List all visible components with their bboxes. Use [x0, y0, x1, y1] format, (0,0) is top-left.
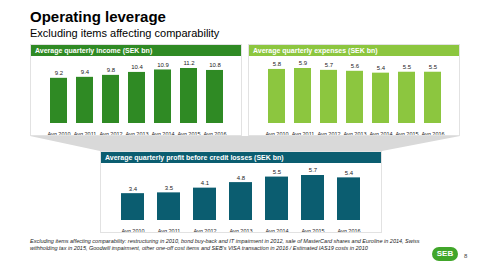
- html-text:Excluding items affecting comp: Excluding items affecting comparability: [30, 27, 220, 39]
- svg-text:Avg 2016: Avg 2016: [421, 131, 444, 135]
- svg-text:10.8: 10.8: [209, 62, 221, 68]
- svg-text:10.4: 10.4: [131, 64, 143, 70]
- svg-text:Avg 2016: Avg 2016: [203, 131, 226, 135]
- svg-text:3.5: 3.5: [165, 185, 174, 191]
- svg-text:Avg 2010: Avg 2010: [265, 131, 288, 135]
- svg-text:Avg 2013: Avg 2013: [125, 131, 148, 135]
- svg-text:5.4: 5.4: [345, 170, 354, 176]
- svg-text:5.5: 5.5: [273, 169, 282, 175]
- svg-text:Avg 2015: Avg 2015: [395, 131, 418, 135]
- svg-text:4.8: 4.8: [237, 175, 246, 181]
- html-text:Average quarterly income (SEK: Average quarterly income (SEK bn): [35, 47, 153, 54]
- svg-text:9.2: 9.2: [55, 70, 64, 76]
- html-text:Operating leverage: Operating leverage: [30, 8, 166, 25]
- svg-text:5.9: 5.9: [299, 60, 308, 66]
- svg-text:5.5: 5.5: [403, 64, 412, 70]
- svg-text:9.8: 9.8: [107, 67, 116, 73]
- html-text:Excluding items affecting comp: Excluding items affecting comparability:…: [30, 238, 420, 251]
- svg-text:5.7: 5.7: [309, 167, 318, 173]
- svg-text:5.6: 5.6: [351, 63, 360, 69]
- svg-text:Avg 2014: Avg 2014: [369, 131, 392, 135]
- svg-text:5.5: 5.5: [429, 64, 438, 70]
- svg-text:Avg 2011: Avg 2011: [292, 131, 315, 135]
- svg-text:Avg 2010: Avg 2010: [121, 228, 144, 232]
- svg-text:4.1: 4.1: [201, 180, 210, 186]
- html-text:Average quarterly expenses (SE: Average quarterly expenses (SEK bn): [253, 47, 378, 54]
- svg-text:5.8: 5.8: [273, 61, 282, 67]
- svg-text:Avg 2013: Avg 2013: [229, 228, 252, 232]
- svg-text:5.4: 5.4: [377, 65, 386, 71]
- html-text:8: 8: [464, 253, 468, 259]
- svg-text:10.9: 10.9: [157, 62, 169, 68]
- svg-text:Avg 2013: Avg 2013: [343, 131, 366, 135]
- svg-text:9.4: 9.4: [81, 69, 90, 75]
- svg-text:Avg 2011: Avg 2011: [158, 228, 181, 232]
- svg-text:Avg 2012: Avg 2012: [99, 131, 122, 135]
- svg-text:Avg 2015: Avg 2015: [177, 131, 200, 135]
- svg-text:Avg 2014: Avg 2014: [151, 131, 174, 135]
- svg-text:Avg 2011: Avg 2011: [74, 131, 97, 135]
- svg-text:Avg 2012: Avg 2012: [193, 228, 216, 232]
- html-text:Average quarterly profit befor: Average quarterly profit before credit l…: [105, 154, 284, 161]
- svg-text:3.4: 3.4: [129, 186, 138, 192]
- svg-text:Avg 2012: Avg 2012: [317, 131, 340, 135]
- svg-text:Avg 2015: Avg 2015: [301, 228, 324, 232]
- svg-text:11.2: 11.2: [183, 60, 195, 66]
- svg-text:Avg 2010: Avg 2010: [47, 131, 70, 135]
- html-text:SEB: SEB: [436, 249, 454, 258]
- svg-text:Avg 2016: Avg 2016: [337, 228, 360, 232]
- svg-text:5.7: 5.7: [325, 62, 334, 68]
- svg-text:Avg 2014: Avg 2014: [265, 228, 288, 232]
